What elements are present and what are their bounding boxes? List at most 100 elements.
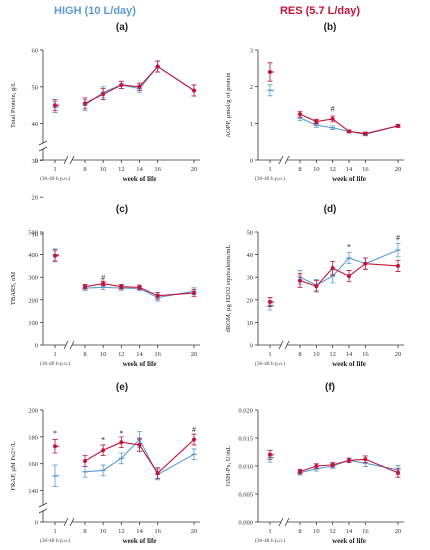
y-tick-label: 0.005 <box>238 492 253 499</box>
x-tick-label: 1 <box>268 351 271 358</box>
y-tick-label: 300 <box>28 275 38 282</box>
x-tick-label: 1 <box>268 528 271 535</box>
y-tick-label: 3 <box>250 48 253 55</box>
series-res <box>267 449 401 478</box>
y-tick-label: 160 <box>28 461 38 468</box>
y-axis-label: TBARS, nM <box>10 272 17 305</box>
y-axis-label: dROM, µg H2O2 equivalents/mL <box>225 245 232 333</box>
data-point <box>396 123 400 128</box>
panel-label-e: (e) <box>116 382 128 393</box>
y-tick-label: 200 <box>28 408 38 415</box>
series-line <box>84 438 195 476</box>
data-point <box>83 101 87 106</box>
x-axis-label: week of life <box>332 360 366 368</box>
series-high <box>52 60 197 113</box>
data-point <box>347 458 351 463</box>
chart-f: (f) 0.000 0.005 0.010 0.015 0.020 1 8 10 12 14 16 20… <box>225 382 404 545</box>
x-tick-label: 12 <box>329 166 336 173</box>
x-tick-label: 14 <box>136 528 143 535</box>
y-tick-label: 100 <box>28 320 38 327</box>
x-tick-label: 14 <box>136 166 143 173</box>
data-point <box>192 437 196 442</box>
x-tick-label: 1 <box>53 166 56 173</box>
x-tick-label: 8 <box>83 166 86 173</box>
y-tick-label: 20 <box>32 195 39 202</box>
x-tick-label: 14 <box>346 166 353 173</box>
x-tick-label: 16 <box>362 351 369 358</box>
x-tick-label: 10 <box>100 351 107 358</box>
series-res <box>52 433 197 479</box>
panel-label-f: (f) <box>325 382 335 393</box>
x-tick-label: 1 <box>53 528 56 535</box>
y-tick-label: 50 <box>247 230 254 237</box>
data-point <box>53 253 57 258</box>
x-axis-break <box>63 155 75 165</box>
x-tick-label: 1 <box>268 166 271 173</box>
chart-e: (e) 0 140 160 180 200 1 8 10 12 14 16 20 (36-48 h p.o… <box>10 382 200 545</box>
panel-label-b: (b) <box>324 22 337 33</box>
data-point <box>330 266 335 271</box>
x-tick-label: 12 <box>118 166 125 173</box>
series-line <box>84 282 195 297</box>
y-tick-label: 400 <box>28 252 38 259</box>
significance-mark: # <box>331 105 335 114</box>
x-tick-label: 16 <box>362 528 369 535</box>
x-tick-label: 16 <box>154 351 161 358</box>
data-point <box>314 464 319 468</box>
y-tick-label: 0.020 <box>238 408 253 415</box>
x-tick-label: 20 <box>191 166 198 173</box>
data-point <box>53 444 57 449</box>
y-axis-label: GSH-Px, U/mL <box>225 446 232 487</box>
x-tick-label: 10 <box>100 166 107 173</box>
x-tick-label: 8 <box>83 351 86 358</box>
series-res <box>52 249 197 300</box>
x-axis-break <box>63 517 75 527</box>
chart-d: (d) 0 10 20 30 40 50 1 8 10 12 14 16 20 (36-48 h p.o.)… <box>225 204 404 368</box>
data-point <box>137 285 142 290</box>
series-line <box>84 286 195 299</box>
panel-label-c: (c) <box>116 204 128 215</box>
data-point <box>314 284 319 289</box>
data-point <box>155 471 160 476</box>
data-point <box>298 278 302 283</box>
data-point <box>268 70 272 74</box>
significance-mark: * <box>53 429 57 438</box>
x-tick-label: 20 <box>191 528 198 535</box>
y-tick-label: 30 <box>247 275 254 282</box>
x-axis-break <box>63 340 75 350</box>
x-tick-label: 20 <box>395 528 402 535</box>
y-tick-label: 0 <box>35 343 38 350</box>
data-point <box>396 263 400 268</box>
data-point <box>83 459 87 464</box>
data-point <box>101 281 106 286</box>
data-point <box>101 92 106 97</box>
x-tick-label: 10 <box>313 528 320 535</box>
x-sublabel: (36-48 h p.o.) <box>40 537 70 544</box>
y-tick-label: 0 <box>250 158 253 165</box>
y-tick-label: 1 <box>250 121 253 128</box>
y-tick-label: 0.015 <box>238 436 253 443</box>
x-tick-label: 12 <box>329 528 336 535</box>
y-tick-label: 30 <box>32 158 39 165</box>
x-tick-label: 16 <box>154 166 161 173</box>
significance-mark: * <box>119 429 123 438</box>
data-point <box>119 284 124 289</box>
y-tick-label: 10 <box>247 320 254 327</box>
y-tick-label: 140 <box>28 488 38 495</box>
y-tick-label: 10 <box>32 232 39 239</box>
data-point <box>53 103 57 108</box>
y-tick-label: 180 <box>28 434 38 441</box>
legend-high: HIGH (10 L/day) <box>54 5 136 17</box>
data-point <box>119 440 124 445</box>
x-tick-label: 8 <box>298 351 301 358</box>
series-high <box>52 431 197 487</box>
series-res <box>267 62 401 136</box>
x-tick-label: 16 <box>362 166 369 173</box>
data-point <box>137 84 142 89</box>
x-tick-label: 10 <box>313 351 320 358</box>
x-tick-label: 10 <box>313 166 320 173</box>
data-point <box>347 274 351 279</box>
x-tick-label: 12 <box>118 351 125 358</box>
